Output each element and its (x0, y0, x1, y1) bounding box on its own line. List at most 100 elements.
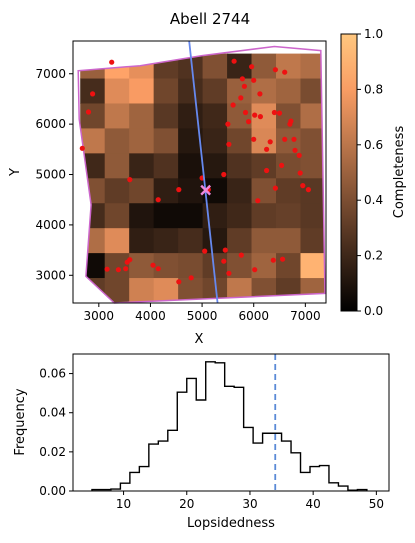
map-y-ticks: 3000 4000 5000 6000 7000 (35, 67, 73, 282)
heatmap-cell (227, 103, 252, 129)
heatmap-cell (300, 103, 325, 129)
heatmap-cell (227, 278, 252, 303)
heatmap-cell (80, 253, 106, 279)
heatmap-cell (104, 278, 130, 303)
colorbar-label: Completeness (392, 126, 407, 219)
heatmap-cell (80, 178, 106, 204)
galaxy-point (115, 267, 121, 273)
heatmap-cell (251, 203, 277, 229)
galaxy-point (280, 256, 286, 262)
x-tick-label: 50 (369, 497, 384, 511)
axis-line (188, 41, 219, 303)
y-tick-label: 7000 (35, 67, 66, 81)
heatmap-cell (251, 153, 277, 179)
galaxy-point (238, 252, 244, 258)
histogram-y-ticks: 0.00 0.02 0.04 0.06 (39, 367, 73, 498)
colorbar: 0.0 0.2 0.4 0.6 0.8 1.0 Completeness (340, 27, 407, 318)
y-tick-label: 0.06 (39, 367, 66, 381)
galaxy-point (225, 121, 231, 127)
heatmap-cell (227, 228, 252, 254)
heatmap-cell (153, 103, 179, 129)
x-tick-label: 4000 (135, 309, 166, 323)
x-tick-label: 7000 (290, 309, 321, 323)
galaxy-point (300, 183, 306, 189)
heatmap-cell (300, 128, 325, 154)
y-tick-label: 0.04 (39, 406, 66, 420)
galaxy-point (271, 109, 277, 116)
heatmap-cell (178, 78, 203, 104)
heatmap-cell (227, 53, 252, 79)
galaxy-point (150, 262, 156, 268)
galaxy-point (231, 58, 237, 64)
galaxy-point (242, 109, 249, 116)
heatmap-cell (153, 228, 179, 254)
heatmap-cell (202, 103, 228, 129)
galaxy-point (251, 136, 257, 142)
heatmap-cell (129, 203, 155, 229)
galaxy-point (79, 145, 85, 151)
galaxy-point (202, 248, 208, 254)
heatmap-cell (129, 78, 155, 104)
galaxy-point (305, 187, 311, 193)
heatmap-cell (104, 253, 130, 279)
galaxy-point (288, 118, 294, 124)
heatmap-cell (300, 178, 325, 204)
heatmap-cell (202, 53, 228, 79)
galaxy-point (239, 76, 245, 82)
x-tick-label: 3000 (84, 309, 115, 323)
x-tick-label: 10 (116, 497, 131, 511)
galaxy-point (238, 95, 244, 101)
map-panel: Abell 2744 3000 4000 5000 6000 7000 3000 4000… (8, 10, 327, 347)
galaxy-point (241, 83, 247, 89)
heatmap-cell (276, 253, 301, 279)
galaxy-point (226, 270, 232, 276)
heatmap-cell (104, 78, 130, 104)
heatmap-cell (80, 203, 106, 229)
y-tick-label: 3000 (35, 268, 66, 282)
galaxy-point (176, 187, 182, 193)
heatmap-cell (276, 178, 301, 204)
heatmap-cell (251, 278, 277, 303)
heatmap-cell (227, 128, 252, 154)
heatmap-cell (104, 178, 130, 204)
colorbar-tick-label: 0.2 (364, 249, 383, 263)
galaxy-point (155, 266, 161, 272)
map-x-ticks: 3000 4000 5000 6000 7000 (84, 303, 321, 323)
heatmap-cell (300, 228, 325, 254)
heatmap-cell (129, 253, 155, 279)
heatmap-cell (251, 228, 277, 254)
heatmap-cell (178, 253, 203, 279)
galaxy-point (272, 67, 278, 73)
heatmap-cell (202, 78, 228, 104)
y-tick-label: 5000 (35, 168, 66, 182)
galaxy-point (123, 266, 129, 272)
colorbar-gradient (340, 33, 358, 312)
heatmap-cell (276, 203, 301, 229)
heatmap-cell (300, 278, 325, 303)
heatmap-cell (300, 203, 325, 229)
heatmap-cell (178, 203, 203, 229)
x-tick-label: 5000 (187, 309, 218, 323)
heatmap-cell (104, 203, 130, 229)
galaxy-point (176, 279, 182, 285)
heatmap-cell (153, 253, 179, 279)
heatmap-cell (104, 153, 130, 179)
heatmap-cell (251, 178, 277, 204)
heatmap-cell (129, 178, 155, 204)
galaxy-point (257, 114, 263, 120)
heatmap-cell (80, 103, 106, 129)
heatmap-cell (129, 228, 155, 254)
galaxy-point (222, 247, 228, 253)
heatmap-cell (153, 153, 179, 179)
galaxy-point (282, 136, 288, 142)
heatmap-cell (276, 53, 301, 79)
histogram-frame (72, 353, 390, 492)
x-tick-label: 6000 (238, 309, 269, 323)
galaxy-point (226, 141, 232, 147)
heatmap-cell (178, 103, 203, 129)
heatmap-cell (202, 128, 228, 154)
galaxy-point (109, 59, 115, 65)
galaxy-point (279, 162, 285, 168)
map-x-label: X (195, 332, 204, 347)
y-tick-label: 4000 (35, 218, 66, 232)
